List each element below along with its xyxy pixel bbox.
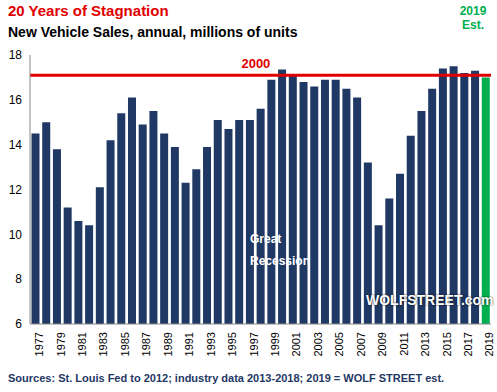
- svg-text:2017: 2017: [462, 332, 474, 356]
- html-text:Sources: St. Louis Fed to 2012: Sources: St. Louis Fed to 2012; industry…: [8, 372, 445, 384]
- html-text:2019 Est.: 2019 Est.: [459, 4, 487, 32]
- svg-text:6: 6: [15, 317, 22, 331]
- svg-text:2019: 2019: [483, 332, 489, 356]
- svg-text:1983: 1983: [97, 332, 109, 356]
- svg-text:2005: 2005: [333, 332, 345, 356]
- html-text:WOLFSTREET.com: WOLFSTREET.com: [366, 292, 494, 308]
- svg-text:16: 16: [9, 93, 23, 107]
- svg-text:18: 18: [9, 48, 23, 62]
- svg-text:1979: 1979: [55, 332, 67, 356]
- svg-text:2015: 2015: [441, 332, 453, 356]
- svg-text:1997: 1997: [248, 332, 260, 356]
- svg-text:1985: 1985: [119, 332, 131, 356]
- svg-text:2000: 2000: [241, 56, 270, 71]
- svg-text:10: 10: [9, 228, 23, 242]
- svg-text:2013: 2013: [419, 332, 431, 356]
- svg-text:1991: 1991: [183, 332, 195, 356]
- html-text:New Vehicle Sales, annual, mil: New Vehicle Sales, annual, millions of u…: [8, 24, 298, 40]
- svg-text:1993: 1993: [205, 332, 217, 356]
- svg-text:1995: 1995: [226, 332, 238, 356]
- svg-text:2007: 2007: [355, 332, 367, 356]
- svg-text:12: 12: [9, 183, 23, 197]
- html-text:Great Recession: Great Recession: [250, 232, 310, 268]
- svg-text:2001: 2001: [290, 332, 302, 356]
- svg-text:1977: 1977: [33, 332, 45, 356]
- svg-text:2009: 2009: [376, 332, 388, 356]
- svg-text:2011: 2011: [398, 332, 410, 356]
- html-text:20 Years of Stagnation: 20 Years of Stagnation: [8, 2, 169, 19]
- svg-text:1981: 1981: [76, 332, 88, 356]
- svg-text:1989: 1989: [162, 332, 174, 356]
- svg-text:1987: 1987: [140, 332, 152, 356]
- svg-text:8: 8: [15, 272, 22, 286]
- svg-text:2003: 2003: [312, 332, 324, 356]
- svg-text:14: 14: [9, 138, 23, 152]
- svg-text:1999: 1999: [269, 332, 281, 356]
